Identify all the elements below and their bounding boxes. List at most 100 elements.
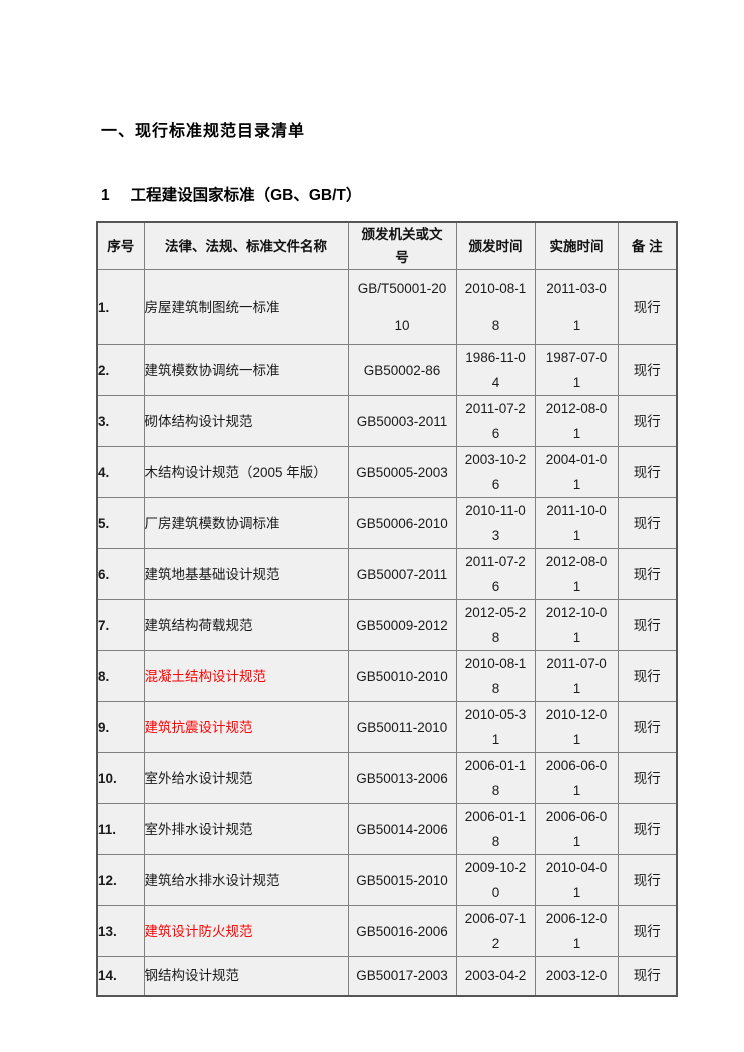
table-row: 7. 建筑结构荷载规范 GB50009-2012 2012-05-2 8 2012-10…: [96, 599, 678, 651]
table-header-row: 序号 法律、法规、标准文件名称 颁发机关或文 号 颁发时间 实施时间 备 注: [96, 221, 678, 270]
cell-serial-number: 4.: [96, 446, 145, 498]
cell-document-number: GB50016-2006: [347, 905, 457, 957]
table-row: 3. 砌体结构设计规范 GB50003-2011 2011-07-2 6 2012-08…: [96, 395, 678, 447]
col-header-issued: 颁发时间: [455, 221, 536, 270]
table-row: 12. 建筑给水排水设计规范 GB50015-2010 2009-10-2 0 2010…: [96, 854, 678, 906]
cell-issue-date: 2011-07-2 6: [455, 395, 536, 447]
table-body: 1. 房屋建筑制图统一标准 GB/T50001-20 10 2010-08-1 8 20…: [96, 269, 678, 996]
cell-document-number: GB50011-2010: [347, 701, 457, 753]
subsection-heading: 1 工程建设国家标准（GB、GB/T）: [101, 183, 361, 205]
cell-remark: 现行: [617, 599, 678, 651]
section-title: 一、现行标准规范目录清单: [101, 123, 306, 140]
cell-document-number: GB50009-2012: [347, 599, 457, 651]
cell-document-number: GB50003-2011: [347, 395, 457, 447]
cell-effective-date: 2011-07-0 1: [534, 650, 619, 702]
cell-remark: 现行: [617, 956, 678, 996]
cell-remark: 现行: [617, 446, 678, 498]
cell-effective-date: 2011-10-0 1: [534, 497, 619, 549]
cell-serial-number: 3.: [96, 395, 145, 447]
cell-serial-number: 14.: [96, 956, 145, 996]
cell-serial-number: 5.: [96, 497, 145, 549]
cell-effective-date: 2003-12-0: [534, 956, 619, 996]
cell-standard-name: 建筑设计防火规范: [143, 905, 349, 957]
cell-standard-name: 钢结构设计规范: [143, 956, 349, 996]
table-row: 11. 室外排水设计规范 GB50014-2006 2006-01-1 8 2006-0…: [96, 803, 678, 855]
cell-standard-name: 室外给水设计规范: [143, 752, 349, 804]
cell-effective-date: 2006-06-0 1: [534, 803, 619, 855]
cell-serial-number: 11.: [96, 803, 145, 855]
cell-serial-number: 7.: [96, 599, 145, 651]
cell-standard-name: 建筑结构荷载规范: [143, 599, 349, 651]
cell-document-number: GB50014-2006: [347, 803, 457, 855]
cell-serial-number: 12.: [96, 854, 145, 906]
table-row: 14. 钢结构设计规范 GB50017-2003 2003-04-2 2003-12-0…: [96, 956, 678, 996]
standards-table: 序号 法律、法规、标准文件名称 颁发机关或文 号 颁发时间 实施时间 备 注 1…: [96, 221, 678, 997]
cell-issue-date: 2010-08-1 8: [455, 269, 536, 345]
cell-issue-date: 2003-04-2: [455, 956, 536, 996]
col-header-name: 法律、法规、标准文件名称: [143, 221, 349, 270]
cell-remark: 现行: [617, 650, 678, 702]
cell-issue-date: 2011-07-2 6: [455, 548, 536, 600]
cell-effective-date: 2010-12-0 1: [534, 701, 619, 753]
cell-effective-date: 2012-08-0 1: [534, 548, 619, 600]
document-content: 一、现行标准规范目录清单 1 工程建设国家标准（GB、GB/T） 序号 法律、法规…: [96, 0, 678, 1052]
cell-effective-date: 2012-08-0 1: [534, 395, 619, 447]
cell-document-number: GB50007-2011: [347, 548, 457, 600]
cell-standard-name: 建筑给水排水设计规范: [143, 854, 349, 906]
cell-effective-date: 1987-07-0 1: [534, 344, 619, 396]
cell-document-number: GB/T50001-20 10: [347, 269, 457, 345]
cell-standard-name: 混凝土结构设计规范: [143, 650, 349, 702]
cell-serial-number: 10.: [96, 752, 145, 804]
cell-standard-name: 建筑抗震设计规范: [143, 701, 349, 753]
cell-standard-name: 厂房建筑模数协调标准: [143, 497, 349, 549]
table-row: 4. 木结构设计规范（2005 年版） GB50005-2003 2003-10-2 …: [96, 446, 678, 498]
cell-issue-date: 2010-11-0 3: [455, 497, 536, 549]
col-header-remark: 备 注: [617, 221, 678, 270]
cell-standard-name: 房屋建筑制图统一标准: [143, 269, 349, 345]
cell-standard-name: 室外排水设计规范: [143, 803, 349, 855]
col-header-doc: 颁发机关或文 号: [347, 221, 457, 270]
cell-issue-date: 2006-01-1 8: [455, 752, 536, 804]
cell-standard-name: 砌体结构设计规范: [143, 395, 349, 447]
cell-issue-date: 2006-01-1 8: [455, 803, 536, 855]
cell-effective-date: 2011-03-0 1: [534, 269, 619, 345]
col-header-no: 序号: [96, 221, 145, 270]
table-row: 10. 室外给水设计规范 GB50013-2006 2006-01-1 8 2006-0…: [96, 752, 678, 804]
cell-issue-date: 2003-10-2 6: [455, 446, 536, 498]
cell-document-number: GB50013-2006: [347, 752, 457, 804]
table-row: 1. 房屋建筑制图统一标准 GB/T50001-20 10 2010-08-1 8 20…: [96, 269, 678, 345]
cell-remark: 现行: [617, 803, 678, 855]
cell-document-number: GB50017-2003: [347, 956, 457, 996]
cell-effective-date: 2004-01-0 1: [534, 446, 619, 498]
cell-serial-number: 8.: [96, 650, 145, 702]
cell-effective-date: 2006-06-0 1: [534, 752, 619, 804]
cell-issue-date: 1986-11-0 4: [455, 344, 536, 396]
cell-issue-date: 2010-08-1 8: [455, 650, 536, 702]
cell-issue-date: 2006-07-1 2: [455, 905, 536, 957]
cell-effective-date: 2010-04-0 1: [534, 854, 619, 906]
table-row: 2. 建筑模数协调统一标准 GB50002-86 1986-11-0 4 1987-07…: [96, 344, 678, 396]
cell-remark: 现行: [617, 905, 678, 957]
cell-issue-date: 2012-05-2 8: [455, 599, 536, 651]
cell-remark: 现行: [617, 548, 678, 600]
cell-remark: 现行: [617, 752, 678, 804]
cell-document-number: GB50005-2003: [347, 446, 457, 498]
table-row: 6. 建筑地基基础设计规范 GB50007-2011 2011-07-2 6 2012-…: [96, 548, 678, 600]
cell-effective-date: 2012-10-0 1: [534, 599, 619, 651]
table-row: 8. 混凝土结构设计规范 GB50010-2010 2010-08-1 8 2011-0…: [96, 650, 678, 702]
table-row: 5. 厂房建筑模数协调标准 GB50006-2010 2010-11-0 3 2011-…: [96, 497, 678, 549]
cell-standard-name: 木结构设计规范（2005 年版）: [143, 446, 349, 498]
cell-remark: 现行: [617, 701, 678, 753]
table-row: 13. 建筑设计防火规范 GB50016-2006 2006-07-1 2 2006-1…: [96, 905, 678, 957]
cell-serial-number: 1.: [96, 269, 145, 345]
cell-standard-name: 建筑地基基础设计规范: [143, 548, 349, 600]
cell-document-number: GB50015-2010: [347, 854, 457, 906]
cell-remark: 现行: [617, 395, 678, 447]
cell-serial-number: 2.: [96, 344, 145, 396]
cell-remark: 现行: [617, 344, 678, 396]
cell-effective-date: 2006-12-0 1: [534, 905, 619, 957]
subsection-number: 1: [101, 187, 110, 204]
cell-issue-date: 2009-10-2 0: [455, 854, 536, 906]
cell-serial-number: 6.: [96, 548, 145, 600]
